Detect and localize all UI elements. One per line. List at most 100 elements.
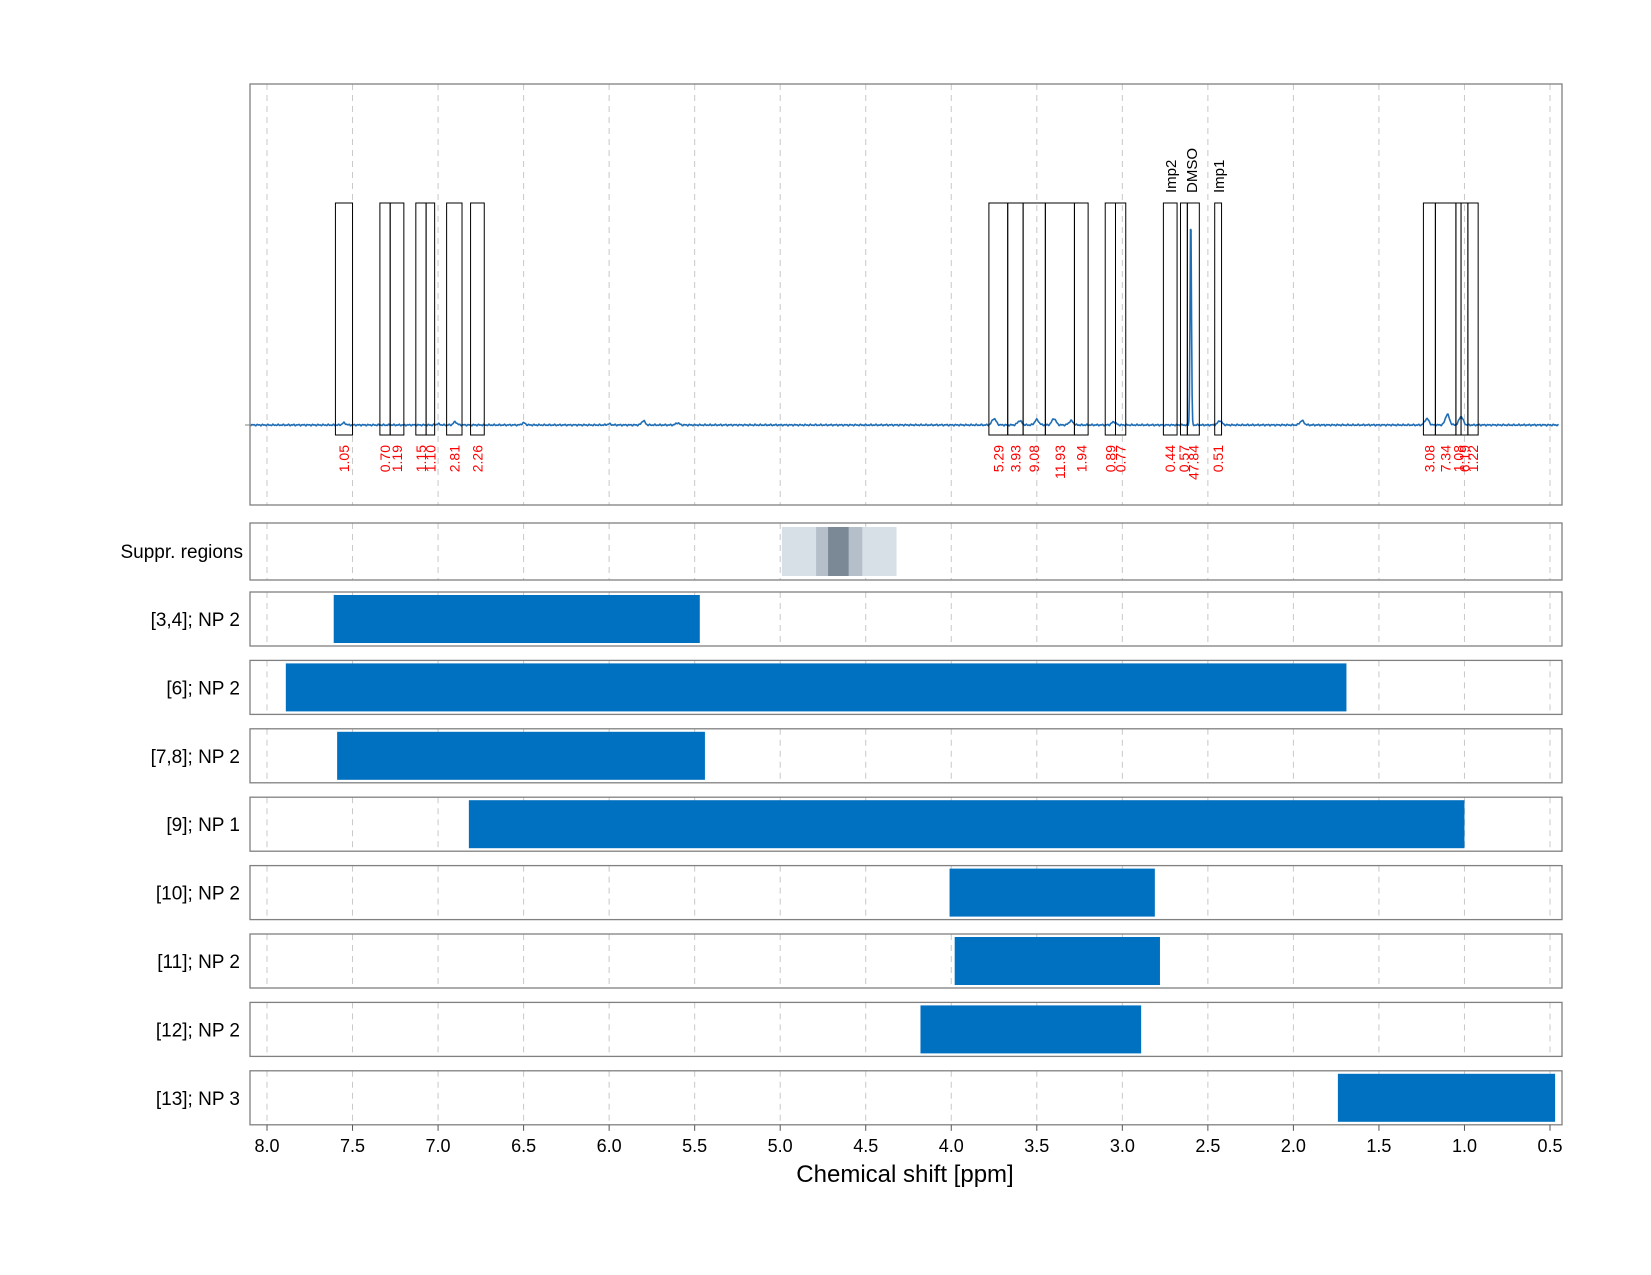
integration-region-box <box>1162 202 1178 436</box>
range-bar-label: [9]; NP 1 <box>166 815 240 836</box>
range-bar-panel: [9]; NP 1 <box>166 796 1563 852</box>
integral-value-label: 1.22 <box>1465 445 1481 472</box>
integration-region-box <box>988 202 1009 436</box>
panel-frame <box>249 864 1563 921</box>
suppression-band <box>828 527 849 576</box>
integration-region-box <box>1044 202 1075 436</box>
suppr-regions-label: Suppr. regions <box>120 542 243 563</box>
x-tick-label: 7.0 <box>426 1136 451 1156</box>
integration-region-box <box>1214 202 1223 436</box>
range-bar-panel: [13]; NP 3 <box>156 1070 1563 1126</box>
range-bar <box>285 663 1347 712</box>
integral-value-label: 47.84 <box>1185 445 1201 480</box>
range-bar-panel: [3,4]; NP 2 <box>151 591 1563 647</box>
x-axis-title: Chemical shift [ppm] <box>796 1161 1013 1188</box>
range-bar <box>949 868 1155 917</box>
range-bar <box>468 800 1465 849</box>
peak-annotation-label: Imp1 <box>1211 160 1228 193</box>
integral-value-label: 9.08 <box>1026 445 1042 472</box>
x-tick-label: 5.5 <box>682 1136 707 1156</box>
panel-frame <box>249 1001 1563 1058</box>
x-tick-label: 6.5 <box>511 1136 536 1156</box>
range-bar-label: [13]; NP 3 <box>156 1089 240 1110</box>
range-bar-panel: [12]; NP 2 <box>156 1001 1563 1058</box>
panel-frame <box>249 728 1563 784</box>
peak-annotation-label: Imp2 <box>1163 160 1180 193</box>
integral-value-label: 0.51 <box>1210 445 1226 472</box>
panel-frame <box>249 83 1563 506</box>
integration-region-box <box>470 202 485 436</box>
integration-region-box <box>1434 202 1457 436</box>
integration-region-box <box>425 202 436 436</box>
integral-value-label: 6.19 <box>1456 445 1472 472</box>
integral-value-label: 1.19 <box>389 445 405 472</box>
integral-value-label: 0.44 <box>1162 445 1178 472</box>
x-tick-label: 1.5 <box>1366 1136 1391 1156</box>
range-bar-panels: [3,4]; NP 2 [6]; NP 2 [7,8]; NP 2 [9]; NP 1… <box>151 591 1563 1126</box>
integration-region-box <box>1073 202 1089 436</box>
integral-value-label: 3.08 <box>1421 445 1437 472</box>
range-bar-panel: [7,8]; NP 2 <box>151 728 1563 784</box>
range-bar-panel: [6]; NP 2 <box>166 659 1563 716</box>
integral-value-label: 3.93 <box>1007 445 1023 472</box>
range-bar-label: [7,8]; NP 2 <box>151 747 240 768</box>
x-tick-label: 2.0 <box>1281 1136 1306 1156</box>
range-bar-panel: [10]; NP 2 <box>156 864 1563 921</box>
range-bar <box>1337 1073 1556 1122</box>
integral-value-label: 2.26 <box>469 445 485 472</box>
integral-value-label: 11.93 <box>1052 445 1068 479</box>
x-tick-label: 0.5 <box>1537 1136 1562 1156</box>
panel-frame <box>249 1070 1563 1126</box>
range-bar <box>920 1005 1142 1054</box>
range-bar-label: [6]; NP 2 <box>166 678 240 699</box>
integration-region-box <box>389 202 405 436</box>
integration-region-box <box>1114 202 1127 436</box>
x-tick-label: 4.5 <box>853 1136 878 1156</box>
range-bar <box>333 595 700 643</box>
integration-region-box <box>1455 202 1462 436</box>
integration-region-box <box>1022 202 1046 436</box>
range-bar-panel: [11]; NP 2 <box>157 933 1563 989</box>
peak-annotation-label: DMSO <box>1184 148 1201 193</box>
integral-value-label: 1.08 <box>1450 445 1466 472</box>
integral-value-label: 1.10 <box>422 445 438 472</box>
x-tick-label: 5.0 <box>768 1136 793 1156</box>
integral-value-label: 1.15 <box>413 445 429 472</box>
integration-region-box <box>334 202 354 436</box>
suppression-regions-panel: Suppr. regions <box>120 522 1563 581</box>
integration-region-box <box>1104 202 1116 436</box>
panel-frame <box>249 796 1563 852</box>
integral-value-label: 5.29 <box>990 445 1006 472</box>
x-tick-label: 3.5 <box>1024 1136 1049 1156</box>
integration-region-box <box>1422 202 1436 436</box>
range-bar-label: [12]; NP 2 <box>156 1020 240 1041</box>
integration-region-box <box>1179 202 1188 436</box>
integral-value-label: 0.57 <box>1176 445 1192 472</box>
integration-region-box <box>1007 202 1024 436</box>
range-bar <box>337 731 705 780</box>
spectrum-panel: 1.05 0.701.19 1.151.10 2.81 2.26 5.29 3.93 9.08… <box>245 83 1563 506</box>
x-tick-label: 7.5 <box>340 1136 365 1156</box>
panel-frame <box>249 522 1563 581</box>
integral-value-label: 0.70 <box>377 445 393 472</box>
integral-value-label: 0.89 <box>1102 445 1118 472</box>
panel-frame <box>249 659 1563 716</box>
integration-region-box <box>1186 202 1200 436</box>
integration-region-box <box>446 202 463 436</box>
integral-value-label: 0.77 <box>1113 445 1129 472</box>
integral-value-label: 2.81 <box>446 445 462 472</box>
x-tick-label: 4.0 <box>939 1136 964 1156</box>
range-bar <box>954 937 1160 985</box>
integral-value-label: 7.34 <box>1438 445 1454 472</box>
x-tick-label: 2.5 <box>1195 1136 1220 1156</box>
range-bar-label: [3,4]; NP 2 <box>151 610 240 631</box>
x-tick-label: 6.0 <box>597 1136 622 1156</box>
spectrum-line <box>250 228 1560 427</box>
integral-value-label: 1.94 <box>1073 445 1089 472</box>
integration-region-box <box>379 202 391 436</box>
x-tick-label: 1.0 <box>1452 1136 1477 1156</box>
integration-region-box <box>415 202 427 436</box>
integral-value-label: 1.05 <box>336 445 352 472</box>
x-axis: 8.0 7.5 7.0 6.5 6.0 5.5 5.0 4.5 4.0 3.5 3.0 2.5 2.0 1… <box>254 1124 1563 1156</box>
